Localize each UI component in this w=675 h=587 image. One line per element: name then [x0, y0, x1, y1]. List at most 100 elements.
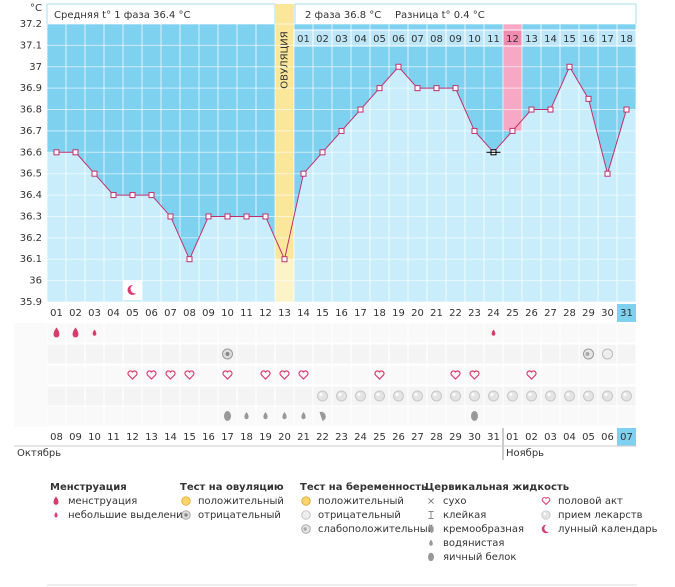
symbol-cell: [141, 343, 162, 365]
cycle-day-label: 29: [582, 308, 595, 319]
legend-label: положительный: [318, 496, 404, 507]
cycle-day-label: 19: [392, 308, 405, 319]
date-label: 27: [411, 432, 424, 443]
icon-part: [566, 393, 570, 396]
icon-medication: [374, 390, 385, 402]
cycle-day-label: 23: [468, 308, 481, 319]
icon-intercourse: [298, 370, 309, 380]
cycle-day-label: 06: [145, 308, 158, 319]
icon-part: [184, 370, 195, 380]
symbol-cell: [407, 405, 428, 427]
icon-part: [72, 327, 79, 338]
icon-medication: [488, 390, 499, 402]
icon-watery: [244, 412, 249, 420]
symbol-cell: [559, 322, 580, 344]
symbol-cell: [65, 343, 86, 365]
icon-medication: [469, 390, 480, 402]
icon-part: [165, 370, 176, 380]
symbol-cell: [160, 405, 181, 427]
temperature-point: [471, 127, 478, 134]
symbol-cell: [369, 343, 390, 365]
symbol-cell: [84, 385, 105, 407]
symbol-cell: [179, 322, 200, 344]
icon-part: [184, 513, 188, 517]
y-tick-label: 36.3: [20, 211, 42, 222]
symbol-cell: [179, 343, 200, 365]
symbol-cell: [179, 385, 200, 407]
cycle-day-label: 25: [506, 308, 519, 319]
symbol-cell: [616, 364, 637, 386]
date-label: 04: [563, 432, 576, 443]
legend-label: водянистая: [443, 538, 504, 549]
symbol-cell: [559, 364, 580, 386]
symbol-cell: [331, 405, 352, 427]
cycle-day-label: 04: [107, 308, 120, 319]
symbol-cell: [293, 364, 314, 386]
symbol-cell: [388, 322, 409, 344]
icon-part: [355, 390, 366, 402]
icon-medication: [621, 390, 632, 402]
symbol-cell: [179, 364, 200, 386]
date-label: 28: [430, 432, 443, 443]
phase2-day-label: 12: [506, 34, 519, 45]
phase2-day-label: 05: [373, 34, 386, 45]
symbol-cell: [141, 322, 162, 344]
date-label: 30: [468, 432, 481, 443]
icon-medication: [583, 390, 594, 402]
icon-part: [222, 370, 233, 380]
icon-menstruation: [72, 327, 79, 338]
cycle-day-label: 30: [601, 308, 614, 319]
y-tick-label: 36.7: [20, 126, 42, 137]
cycle-day-label: 01: [50, 308, 63, 319]
symbol-cell: [274, 343, 295, 365]
icon-intercourse: [146, 370, 157, 380]
symbol-cell: [578, 405, 599, 427]
symbol-cell: [293, 385, 314, 407]
temperature-point: [129, 192, 136, 199]
symbol-cell: [350, 322, 371, 344]
icon-medication: [526, 390, 537, 402]
temperature-point: [414, 85, 421, 92]
icon-part: [127, 370, 138, 380]
symbol-cell: [540, 364, 561, 386]
phase2-day-label: 10: [468, 34, 481, 45]
temperature-point: [509, 127, 516, 134]
symbol-cell: [255, 343, 276, 365]
icon-intercourse: [469, 370, 480, 380]
symbol-cell: [160, 385, 181, 407]
symbol-cell: [464, 343, 485, 365]
symbol-cell: [616, 405, 637, 427]
icon-lunar: [541, 524, 552, 534]
icon-part: [53, 496, 59, 505]
icon-part: [583, 390, 594, 402]
cycle-day-label: 27: [544, 308, 557, 319]
icon-part: [528, 393, 532, 396]
symbol-cell: [198, 364, 219, 386]
date-label: 31: [487, 432, 500, 443]
phase2-day-cell: [616, 29, 637, 47]
symbol-cell: [274, 322, 295, 344]
temperature-difference: Разница t° 0.4 °C: [395, 10, 485, 21]
ovulation-column: [275, 4, 294, 302]
icon-medication: [602, 390, 613, 402]
symbol-cell: [540, 343, 561, 365]
temperature-point: [357, 106, 364, 113]
date-label: 10: [88, 432, 101, 443]
temperature-point: [547, 106, 554, 113]
phase2-average: 2 фаза 36.8 °C: [305, 10, 381, 21]
month-label: Октябрь: [17, 448, 61, 459]
icon-part: [452, 393, 456, 396]
current-date-cell: [617, 428, 636, 446]
icon-part: [541, 510, 551, 520]
icon-medication: [545, 390, 556, 402]
icon-part: [621, 390, 632, 402]
current-day-cell: [617, 304, 636, 322]
legend-label: лунный календарь: [558, 524, 658, 535]
icon-part: [393, 390, 404, 402]
y-tick-label: 36.9: [20, 83, 42, 94]
symbol-grid-left: [14, 323, 47, 427]
symbol-cell: [464, 364, 485, 386]
symbol-cell: [559, 405, 580, 427]
icon-part: [585, 352, 590, 356]
